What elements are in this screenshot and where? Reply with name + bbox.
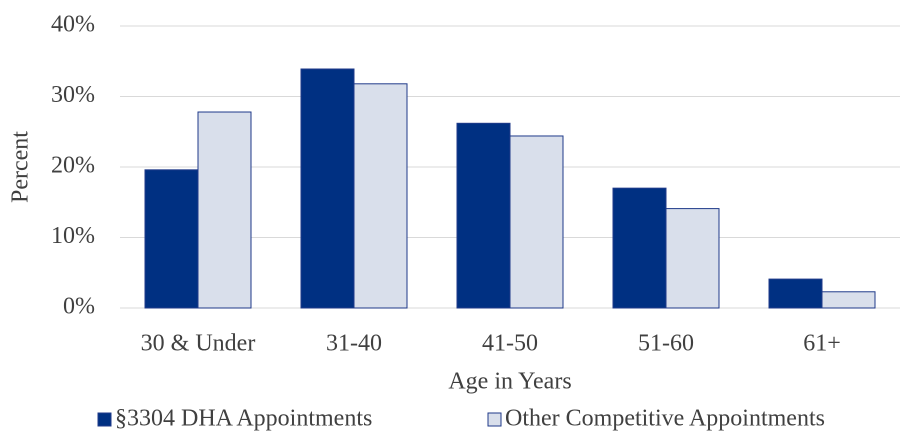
x-tick-label: 61+ [803,331,841,357]
y-axis-title: Percent [8,131,34,203]
y-tick-label: 40% [51,12,95,38]
x-tick-label: 41-50 [482,331,538,357]
y-tick-label: 30% [51,82,95,108]
bar [612,187,667,309]
x-tick-label: 30 & Under [141,331,256,357]
bar [300,68,355,309]
bar [665,208,720,309]
legend-swatch [97,412,112,427]
bar [456,122,511,309]
bar [353,83,408,309]
bar [821,291,876,309]
legend-swatch [487,412,502,427]
y-tick-label: 20% [51,153,95,179]
bar [197,111,252,309]
bar [768,278,823,309]
legend-label: §3304 DHA Appointments [115,406,372,432]
bar [144,169,199,309]
bar [509,135,564,309]
x-tick-label: 31-40 [326,331,382,357]
x-axis-title: Age in Years [448,369,571,395]
y-tick-label: 0% [63,294,95,320]
y-tick-label: 10% [51,223,95,249]
x-tick-label: 51-60 [638,331,694,357]
legend-label: Other Competitive Appointments [505,406,825,432]
